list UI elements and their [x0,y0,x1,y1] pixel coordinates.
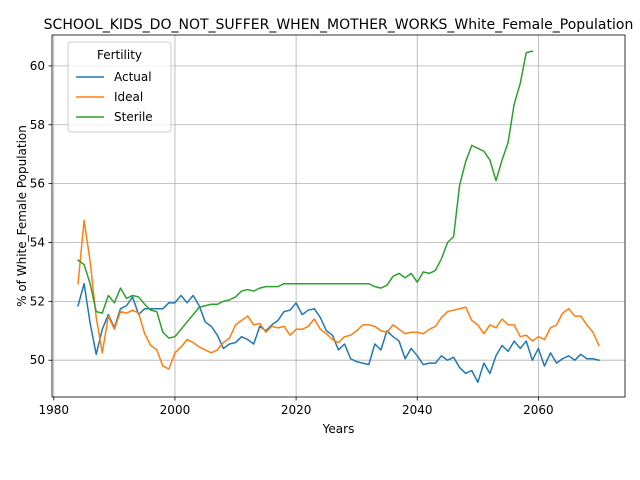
y-tick-label: 54 [30,235,45,249]
x-tick-label: 2040 [402,403,433,417]
y-axis-title: % of White_Female Population [15,125,29,307]
y-tick-label: 50 [30,353,45,367]
legend-box [67,41,172,133]
y-tick-label: 52 [30,294,45,308]
series-line-sterile [77,50,534,339]
ticks-layer: 1980 2000 2020 2040 2060 50 52 54 56 58 60 [30,59,554,417]
legend-label-sterile: Sterile [114,110,153,124]
x-tick-label: 2000 [160,403,191,417]
series-line-actual [77,282,600,384]
legend-label-ideal: Ideal [114,90,143,104]
x-tick-label: 1980 [39,403,70,417]
legend-label-actual: Actual [114,70,152,84]
x-tick-label: 2020 [281,403,312,417]
y-tick-label: 58 [30,118,45,132]
series-layer [77,50,600,384]
x-tick-label: 2060 [523,403,554,417]
series-line-ideal [77,219,600,370]
y-tick-label: 56 [30,177,45,191]
plot-frame [51,34,626,398]
x-axis-title: Years [322,422,355,436]
chart-title: SCHOOL_KIDS_DO_NOT_SUFFER_WHEN_MOTHER_WO… [44,17,634,33]
legend: Fertility Actual Ideal Sterile [67,41,172,133]
legend-entries: Actual Ideal Sterile [76,70,153,124]
legend-title: Fertility [97,48,142,62]
y-tick-label: 60 [30,59,45,73]
